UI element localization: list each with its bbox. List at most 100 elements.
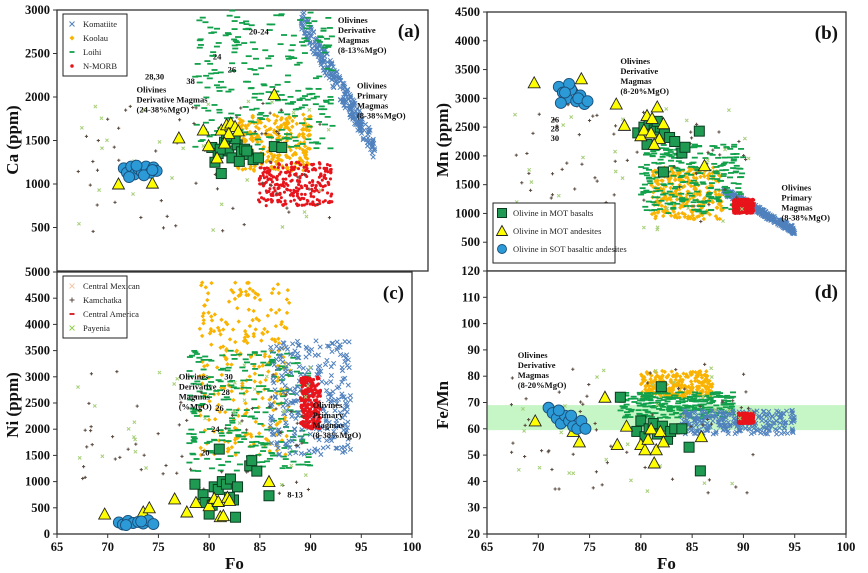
data-point: [313, 186, 317, 190]
data-point: [280, 224, 285, 229]
data-point: [202, 498, 216, 512]
data-point: [208, 359, 215, 362]
data-point: [706, 150, 710, 154]
data-point: [283, 398, 289, 404]
data-point: [253, 290, 258, 296]
data-point: [346, 339, 352, 345]
data-point: [310, 417, 314, 422]
data-point: [730, 145, 737, 148]
data-point: [257, 374, 264, 377]
data-point: [659, 155, 666, 158]
data-point: [727, 172, 734, 174]
data-point: [306, 24, 313, 27]
data-point: [712, 171, 719, 173]
data-point: [252, 295, 258, 300]
data-point: [319, 55, 326, 61]
data-point: [217, 71, 224, 74]
data-point: [296, 179, 300, 183]
data-point: [647, 394, 654, 397]
data-point: [284, 325, 289, 331]
data-point: [591, 114, 595, 118]
data-point: [270, 374, 277, 380]
data-point: [652, 131, 667, 145]
legend-marker: [70, 64, 74, 68]
data-point: [705, 173, 711, 178]
data-point: [224, 369, 231, 372]
data-point: [306, 351, 312, 357]
data-point: [315, 447, 321, 453]
data-point: [219, 354, 226, 357]
data-point: [298, 371, 304, 377]
data-point: [670, 206, 677, 209]
data-point: [727, 147, 734, 150]
data-point: [268, 160, 272, 164]
data-point: [707, 396, 714, 399]
data-point: [241, 438, 248, 440]
data-point: [305, 422, 309, 426]
data-point: [738, 172, 745, 175]
data-point: [305, 453, 312, 456]
data-point: [288, 49, 295, 52]
data-point: [258, 191, 262, 195]
data-point: [201, 374, 206, 379]
data-point: [193, 458, 200, 460]
data-point: [748, 205, 753, 209]
data-point: [246, 379, 253, 381]
data-point: [208, 72, 215, 75]
data-point: [339, 379, 345, 385]
data-point: [751, 207, 755, 211]
data-point: [85, 445, 89, 449]
data-point: [580, 162, 584, 166]
data-point: [252, 57, 259, 60]
data-point: [132, 420, 137, 425]
data-point: [729, 391, 736, 394]
data-point: [726, 191, 733, 194]
data-point: [327, 102, 334, 105]
data-point: [223, 355, 228, 360]
data-point: [226, 447, 231, 452]
data-point: [324, 67, 331, 70]
data-point: [270, 378, 276, 384]
data-point: [554, 96, 567, 109]
data-point: [249, 41, 256, 44]
data-point: [83, 475, 87, 480]
data-point: [709, 393, 716, 396]
data-point: [676, 408, 683, 411]
data-point: [674, 191, 679, 197]
data-point: [679, 398, 686, 401]
data-point: [262, 326, 267, 332]
data-point: [311, 426, 315, 430]
data-point: [84, 134, 89, 139]
x-tick-label: 75: [583, 540, 596, 554]
data-point: [206, 417, 212, 422]
data-point: [686, 165, 692, 170]
data-point: [655, 210, 661, 215]
annotation: Olivines Derivative Magmas (24-38%MgO): [137, 85, 209, 115]
data-point: [202, 121, 209, 124]
data-point: [243, 361, 250, 364]
data-point: [648, 401, 655, 404]
data-point: [327, 96, 334, 98]
y-tick-label: 500: [31, 501, 50, 515]
data-point: [284, 352, 291, 355]
data-point: [748, 200, 752, 204]
data-point: [195, 409, 202, 412]
data-point: [776, 217, 782, 223]
annotation-line: 26: [215, 403, 224, 413]
data-point: [342, 412, 348, 418]
data-point: [280, 455, 287, 458]
data-point: [638, 193, 645, 196]
data-point: [293, 415, 299, 422]
data-point: [278, 14, 285, 17]
data-point: [269, 192, 273, 196]
data-point: [265, 91, 272, 93]
data-point: [225, 362, 230, 367]
data-point: [221, 327, 226, 332]
data-point: [97, 188, 102, 193]
annotation-line: 28,30: [145, 72, 164, 82]
data-point: [294, 63, 301, 66]
data-point: [318, 62, 324, 68]
data-point: [258, 120, 264, 125]
y-axis-label: Ni (ppm): [3, 372, 22, 438]
data-point: [295, 443, 301, 449]
